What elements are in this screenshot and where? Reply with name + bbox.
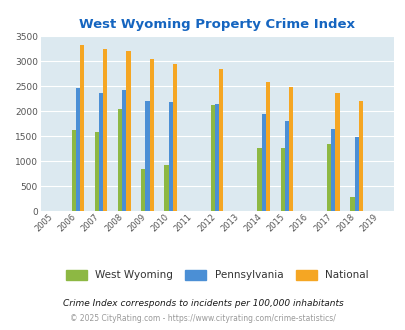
- Bar: [164, 165, 168, 211]
- Legend: West Wyoming, Pennsylvania, National: West Wyoming, Pennsylvania, National: [62, 265, 372, 284]
- Bar: [265, 82, 269, 211]
- Bar: [219, 69, 223, 211]
- Bar: [80, 45, 84, 211]
- Title: West Wyoming Property Crime Index: West Wyoming Property Crime Index: [79, 18, 354, 31]
- Bar: [71, 130, 75, 211]
- Bar: [261, 114, 265, 211]
- Bar: [94, 132, 99, 211]
- Bar: [284, 121, 288, 211]
- Bar: [335, 93, 339, 211]
- Bar: [257, 148, 261, 211]
- Text: © 2025 CityRating.com - https://www.cityrating.com/crime-statistics/: © 2025 CityRating.com - https://www.city…: [70, 314, 335, 323]
- Bar: [145, 101, 149, 211]
- Text: Crime Index corresponds to incidents per 100,000 inhabitants: Crime Index corresponds to incidents per…: [62, 299, 343, 308]
- Bar: [118, 109, 122, 211]
- Bar: [149, 59, 153, 211]
- Bar: [350, 197, 354, 211]
- Bar: [211, 105, 215, 211]
- Bar: [326, 144, 330, 211]
- Bar: [173, 64, 177, 211]
- Bar: [288, 87, 292, 211]
- Bar: [141, 169, 145, 211]
- Bar: [354, 137, 358, 211]
- Bar: [99, 93, 103, 211]
- Bar: [215, 104, 219, 211]
- Bar: [103, 49, 107, 211]
- Bar: [126, 51, 130, 211]
- Bar: [122, 90, 126, 211]
- Bar: [75, 88, 80, 211]
- Bar: [168, 102, 173, 211]
- Bar: [330, 129, 335, 211]
- Bar: [280, 148, 284, 211]
- Bar: [358, 101, 362, 211]
